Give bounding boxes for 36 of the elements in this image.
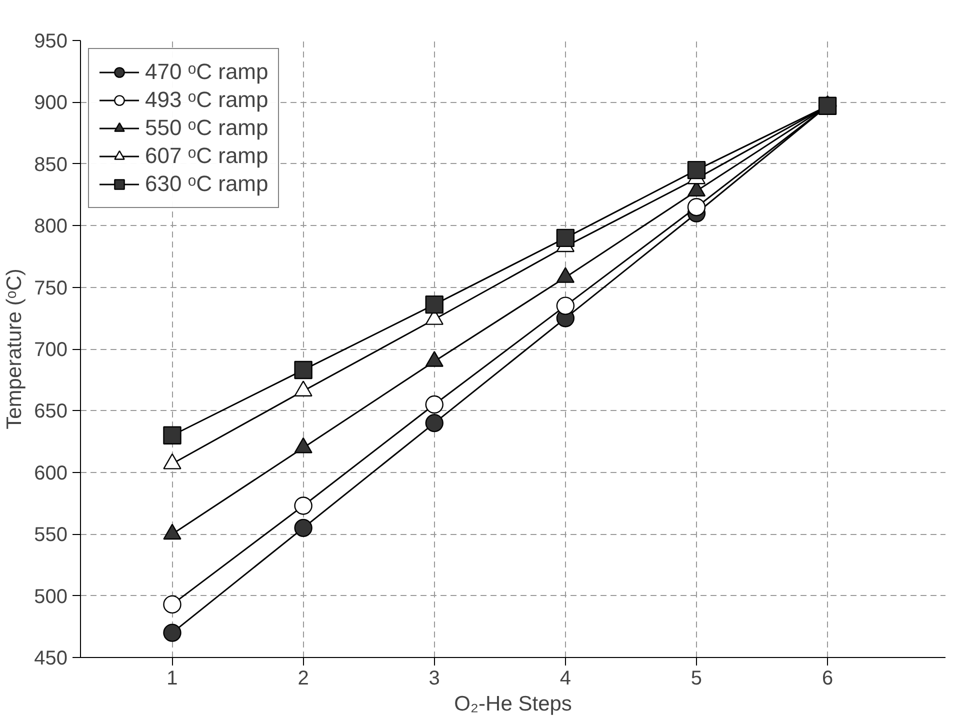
legend-label: 550 ᵒC ramp xyxy=(145,115,268,141)
y-tick-label: 950 xyxy=(34,30,68,52)
y-tick-label: 450 xyxy=(34,648,68,670)
point xyxy=(556,228,575,248)
x-tick-label: 1 xyxy=(166,668,178,690)
y-axis-title: Temperature (ᵒC) xyxy=(3,268,26,430)
x-tick-label: 4 xyxy=(560,668,571,690)
point xyxy=(556,296,575,315)
point xyxy=(425,414,444,432)
point xyxy=(425,295,444,314)
x-tick-label: 5 xyxy=(690,668,702,690)
y-tick-label: 700 xyxy=(34,339,68,361)
point xyxy=(687,198,706,216)
point xyxy=(687,160,706,180)
x-axis-title: O₂-He Steps xyxy=(454,692,572,716)
y-tick-label: 900 xyxy=(34,92,68,114)
point xyxy=(163,624,182,642)
y-tick-label: 600 xyxy=(34,462,68,484)
legend-label: 493 ᵒC ramp xyxy=(145,87,268,113)
point xyxy=(163,426,182,444)
legend-label: 630 ᵒC ramp xyxy=(145,171,268,197)
y-tick-label: 550 xyxy=(34,524,68,546)
point xyxy=(425,395,444,414)
y-tick-label: 650 xyxy=(34,400,68,423)
legend-label: 607 ᵒC ramp xyxy=(145,143,268,169)
point xyxy=(294,518,312,538)
y-tick-label: 850 xyxy=(34,154,68,176)
point xyxy=(294,496,312,515)
x-tick-label: 3 xyxy=(428,668,440,690)
x-tick-label: 2 xyxy=(298,668,309,690)
y-tick-label: 500 xyxy=(34,586,68,608)
legend-label: 470 ᵒC ramp xyxy=(145,59,268,85)
y-tick-label: 800 xyxy=(34,216,68,238)
point xyxy=(294,360,312,380)
y-tick-label: 750 xyxy=(34,277,68,300)
x-tick-label: 6 xyxy=(822,668,834,690)
